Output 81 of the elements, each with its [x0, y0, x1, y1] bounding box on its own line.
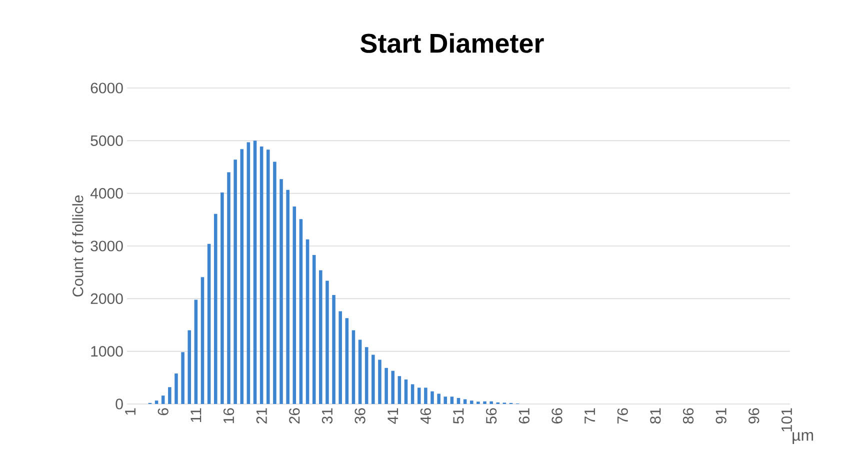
x-tick-label: 96: [748, 408, 760, 424]
y-tick-label: 1000: [91, 346, 123, 357]
bar: [364, 347, 368, 404]
x-tick-label: 36: [354, 408, 366, 424]
y-axis-title: Count of follicle: [72, 195, 84, 297]
x-tick-label: 31: [322, 408, 333, 424]
bar: [430, 391, 434, 404]
bar: [378, 360, 382, 404]
y-tick-label: 2000: [90, 293, 123, 304]
bar: [338, 311, 342, 404]
bar: [410, 384, 414, 404]
bar: [194, 300, 198, 404]
bar: [404, 380, 408, 404]
y-tick-label: 4000: [90, 188, 123, 199]
x-tick-label: 16: [223, 408, 234, 424]
bar: [424, 388, 428, 404]
bar: [456, 398, 460, 404]
x-tick-label: 81: [650, 408, 661, 424]
bar: [181, 352, 184, 404]
bar: [260, 146, 264, 404]
bar: [490, 401, 493, 404]
x-tick-label: 11: [190, 408, 202, 422]
x-tick-label: 46: [420, 408, 431, 424]
x-tick-label: 6: [158, 408, 168, 416]
bar: [280, 179, 283, 404]
bar: [246, 142, 250, 404]
x-tick-label: 71: [584, 408, 595, 424]
bar: [384, 368, 388, 404]
x-tick-label: 66: [552, 408, 562, 424]
bar: [391, 370, 395, 404]
bar: [266, 150, 270, 404]
bar: [161, 396, 165, 404]
y-tick-label: 0: [116, 398, 123, 410]
bar: [174, 373, 178, 404]
bar: [319, 270, 322, 404]
x-tick-label: 56: [486, 408, 497, 424]
bar: [470, 400, 474, 404]
bar: [352, 330, 356, 404]
bar: [227, 172, 230, 404]
y-tick-label: 6000: [90, 82, 123, 94]
bar: [253, 140, 257, 404]
y-tick-label: 3000: [90, 240, 123, 252]
x-tick-label: 1: [125, 408, 136, 415]
bar: [200, 277, 204, 404]
bar: [450, 396, 454, 404]
bar: [417, 388, 421, 404]
bar: [220, 192, 224, 404]
bar: [332, 294, 336, 404]
bar: [398, 376, 402, 404]
x-tick-label: 91: [716, 408, 726, 424]
bar: [437, 394, 440, 404]
bar: [214, 214, 218, 404]
chart-title: Start Diameter: [360, 33, 544, 53]
bar: [372, 354, 375, 404]
x-tick-label: 51: [453, 408, 464, 424]
y-tick-label: 5000: [90, 135, 123, 146]
bar: [234, 160, 237, 404]
bar: [292, 206, 296, 404]
bar: [240, 149, 244, 404]
x-tick-label: 21: [256, 408, 267, 424]
x-tick-label: 86: [682, 408, 694, 424]
bar: [286, 190, 290, 404]
bar: [345, 318, 349, 404]
bar: [326, 280, 329, 404]
bar: [358, 340, 362, 404]
bar: [188, 330, 192, 404]
bar: [306, 239, 310, 404]
x-tick-label: 61: [518, 408, 530, 424]
x-tick-label: 76: [617, 408, 628, 424]
x-tick-label: 41: [388, 408, 398, 424]
bar: [312, 254, 316, 404]
bar: [444, 396, 448, 404]
x-tick-label: 101: [781, 408, 792, 432]
bar: [207, 244, 211, 404]
bar: [299, 219, 303, 404]
x-axis-title: µm: [792, 432, 814, 444]
bar: [168, 387, 172, 404]
bar: [483, 401, 486, 404]
x-tick-label: 26: [289, 408, 300, 424]
bar: [154, 400, 158, 404]
bar: [273, 162, 276, 404]
